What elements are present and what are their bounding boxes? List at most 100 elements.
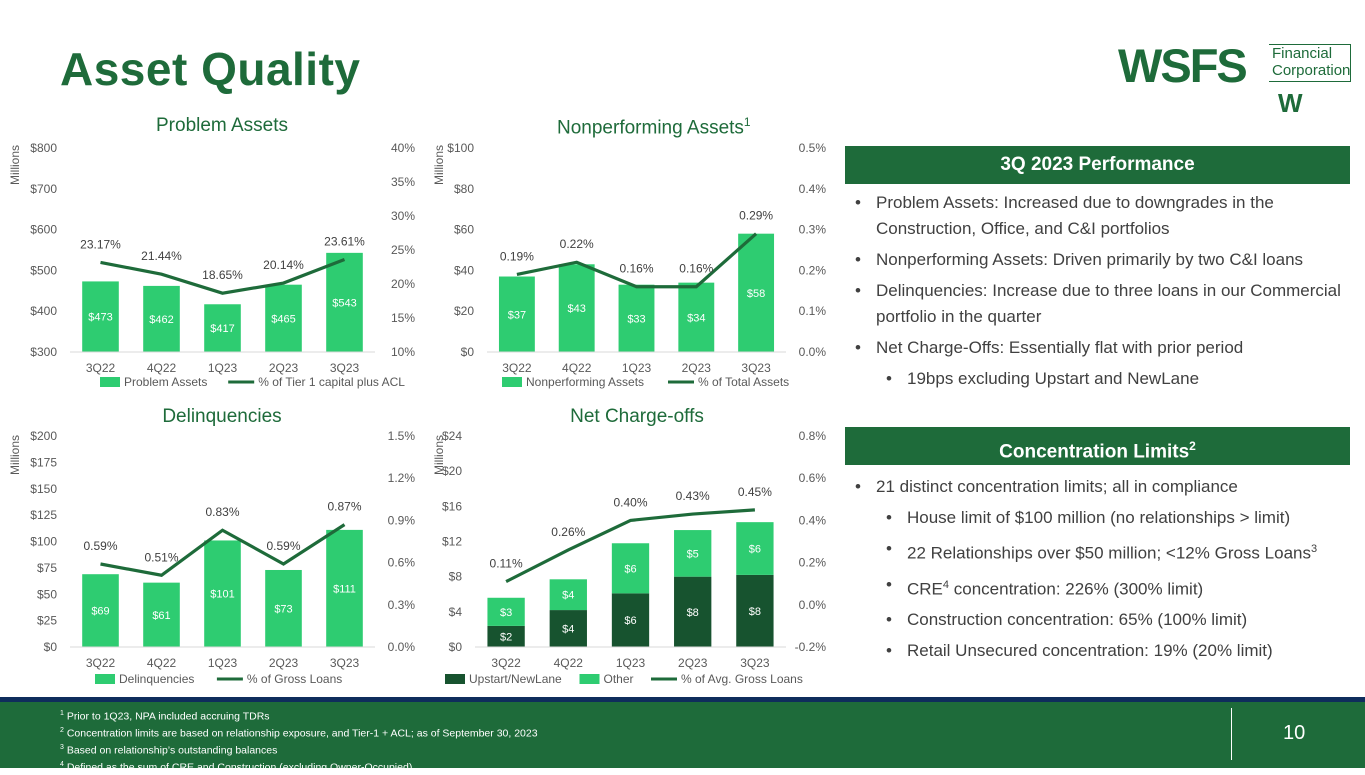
bar-data-label: $101: [210, 589, 234, 601]
bar-data-label: $3: [500, 607, 512, 619]
line-data-label: 0.16%: [679, 262, 713, 276]
bar: [204, 540, 241, 647]
x-tick-label: 2Q23: [678, 656, 708, 670]
bar: [736, 522, 774, 575]
x-tick-label: 3Q23: [330, 361, 360, 375]
footnote-text: Concentration limits are based on relati…: [63, 727, 538, 740]
bar-data-label: $462: [149, 314, 173, 326]
chart-svg: $24 $20 $16 $12 $8 $4 $0 0.8% 0.6% 0.4% 0.2% 0.0% -0…: [442, 429, 827, 686]
bar-data-label: $6: [624, 615, 636, 627]
concentration-sub-bullet: CRE4 concentration: 226% (300% limit): [884, 572, 1353, 603]
line-data-label: 0.59%: [83, 539, 117, 553]
performance-bullet: Nonperforming Assets: Driven primarily b…: [853, 247, 1353, 273]
y2-tick-label: 0.6%: [799, 471, 827, 485]
line-data-label: 23.61%: [324, 234, 365, 248]
line-data-label: 0.11%: [490, 557, 523, 571]
bar-data-label: $34: [687, 312, 705, 324]
bar: [498, 276, 535, 352]
legend-swatch: [502, 377, 522, 387]
performance-bullet: Delinquencies: Increase due to three loa…: [853, 278, 1353, 330]
bar-data-label: $4: [562, 590, 574, 602]
bar-data-label: $465: [271, 313, 295, 325]
bar-data-label: $6: [624, 563, 636, 575]
bar-data-label: $33: [627, 313, 645, 325]
concentration-header-text: Concentration Limits: [999, 441, 1190, 463]
y2-tick-label: -0.2%: [795, 640, 827, 654]
nonperforming-assets-chart: Nonperforming Assets1 Millions $100 $80 $60 $…: [0, 0, 845, 400]
bar-data-label: $43: [568, 303, 586, 315]
x-tick-label: 1Q23: [616, 656, 646, 670]
y-tick-label: $0: [449, 640, 463, 654]
y2-tick-label: 0.0%: [799, 345, 827, 359]
concentration-header: Concentration Limits2: [845, 427, 1350, 465]
chart-title-sup: 1: [743, 115, 751, 129]
bar: [738, 233, 775, 352]
y-tick-label: $0: [44, 640, 58, 654]
concentration-sub-bullet: House limit of $100 million (no relation…: [884, 505, 1353, 531]
y-tick-label: $25: [37, 614, 57, 628]
bar: [82, 281, 119, 352]
bar-data-label: $69: [91, 606, 109, 618]
legend-label: Other: [604, 672, 634, 686]
bar: [143, 285, 180, 352]
bar: [674, 576, 712, 647]
footnote-number: 4: [60, 761, 64, 768]
y-tick-label: $150: [30, 482, 57, 496]
y-tick-label: $20: [454, 304, 474, 318]
chart-title-text: Problem Assets: [156, 115, 288, 136]
concentration-b4-post: concentration: 226% (300% limit): [949, 579, 1204, 599]
bar-data-label: $417: [210, 323, 234, 335]
y2-tick-label: 0.4%: [799, 182, 827, 196]
bar-data-label: $6: [749, 544, 761, 556]
y2-tick-label: 0.8%: [799, 429, 827, 443]
bar: [611, 543, 650, 594]
ratio-line: [505, 508, 756, 584]
x-tick-label: 4Q22: [147, 656, 177, 670]
bar-data-label: $111: [333, 583, 356, 595]
x-tick-label: 2Q23: [269, 361, 299, 375]
performance-bullets: Problem Assets: Increased due to downgra…: [853, 190, 1353, 397]
line-data-label: 0.59%: [266, 539, 300, 553]
y-tick-label: $300: [30, 345, 57, 359]
bar: [326, 529, 363, 647]
footnote-number: 2: [60, 727, 64, 734]
x-tick-label: 1Q23: [208, 361, 238, 375]
y2-tick-label: 0.5%: [799, 141, 827, 155]
x-tick-label: 4Q22: [554, 656, 584, 670]
concentration-sub-bullet: Retail Unsecured concentration: 19% (20%…: [884, 638, 1353, 664]
chart-svg: $100 $80 $60 $40 $20 $0 0.5% 0.4% 0.3% 0.2% 0.1% 0.…: [447, 141, 827, 389]
x-tick-label: 4Q22: [562, 361, 592, 375]
bar-data-label: $473: [88, 312, 112, 324]
legend-label: Delinquencies: [119, 672, 194, 686]
bar: [674, 530, 712, 577]
y-tick-label: $100: [447, 141, 474, 155]
y2-tick-label: 0.9%: [388, 513, 416, 527]
performance-header: 3Q 2023 Performance: [845, 146, 1350, 184]
y2-tick-label: 0.4%: [799, 513, 827, 527]
chart-svg: $800 $700 $600 $500 $400 $300 40% 35% 30% 25% 20% 1…: [30, 141, 415, 389]
line-data-label: 0.26%: [551, 525, 585, 539]
x-tick-label: 3Q23: [740, 656, 770, 670]
footnotes: 1 Prior to 1Q23, NPA included accruing T…: [60, 707, 538, 775]
concentration-b3-text: 22 Relationships over $50 million; <12% …: [907, 543, 1311, 563]
bar-data-label: $8: [687, 607, 699, 619]
footnote: 1 Prior to 1Q23, NPA included accruing T…: [60, 707, 538, 724]
bar-data-label: $58: [747, 288, 765, 300]
chart-title-text: Delinquencies: [162, 406, 282, 427]
y2-tick-label: 0.2%: [799, 263, 827, 277]
y-tick-label: $50: [37, 587, 57, 601]
bar: [678, 282, 715, 352]
bar-data-label: $8: [749, 606, 761, 618]
footnote: 3 Based on relationship’s outstanding ba…: [60, 741, 538, 758]
bar: [549, 579, 587, 611]
y-tick-label: $0: [461, 345, 475, 359]
bar: [611, 593, 650, 647]
legend-swatch: [445, 674, 465, 684]
y-tick-label: $40: [454, 263, 474, 277]
legend-label: Nonperforming Assets: [526, 375, 644, 389]
legend-label: Upstart/NewLane: [469, 672, 562, 686]
line-data-label: 23.17%: [80, 237, 121, 251]
concentration-sub-bullet: Construction concentration: 65% (100% li…: [884, 607, 1353, 633]
concentration-b3-sup: 3: [1310, 543, 1318, 555]
line-data-label: 0.43%: [676, 489, 710, 503]
